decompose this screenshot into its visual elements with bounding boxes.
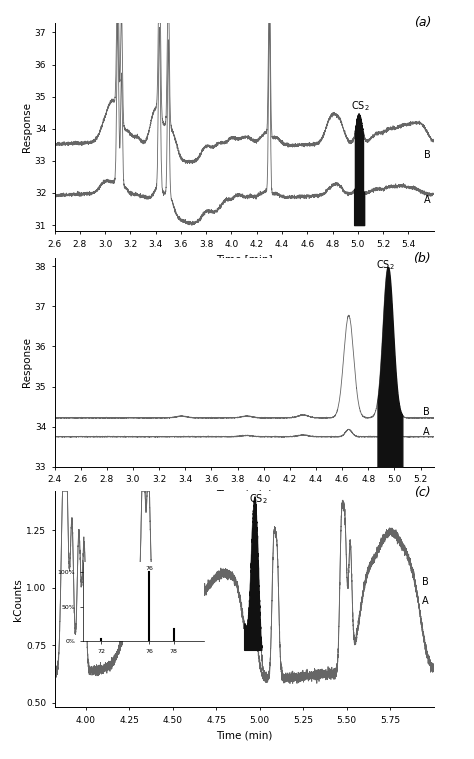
Text: CS$_2$: CS$_2$ <box>249 493 267 506</box>
Y-axis label: kCounts: kCounts <box>13 578 23 621</box>
Text: (a): (a) <box>414 16 431 29</box>
Text: B: B <box>424 150 430 159</box>
Text: B: B <box>423 408 430 417</box>
Y-axis label: Response: Response <box>22 102 32 152</box>
Text: A: A <box>423 427 430 437</box>
Text: (c): (c) <box>414 486 430 499</box>
Y-axis label: Response: Response <box>22 338 32 387</box>
Text: A: A <box>424 194 430 205</box>
Text: A: A <box>421 596 428 606</box>
Text: CS$_2$: CS$_2$ <box>376 258 395 272</box>
X-axis label: Time (min): Time (min) <box>216 490 272 499</box>
Text: B: B <box>421 578 428 587</box>
Text: 76: 76 <box>146 566 154 571</box>
X-axis label: Time (min): Time (min) <box>216 730 272 740</box>
Text: CS$_2$: CS$_2$ <box>351 99 370 113</box>
X-axis label: Time [min]: Time [min] <box>216 254 273 264</box>
Text: (b): (b) <box>413 252 431 265</box>
